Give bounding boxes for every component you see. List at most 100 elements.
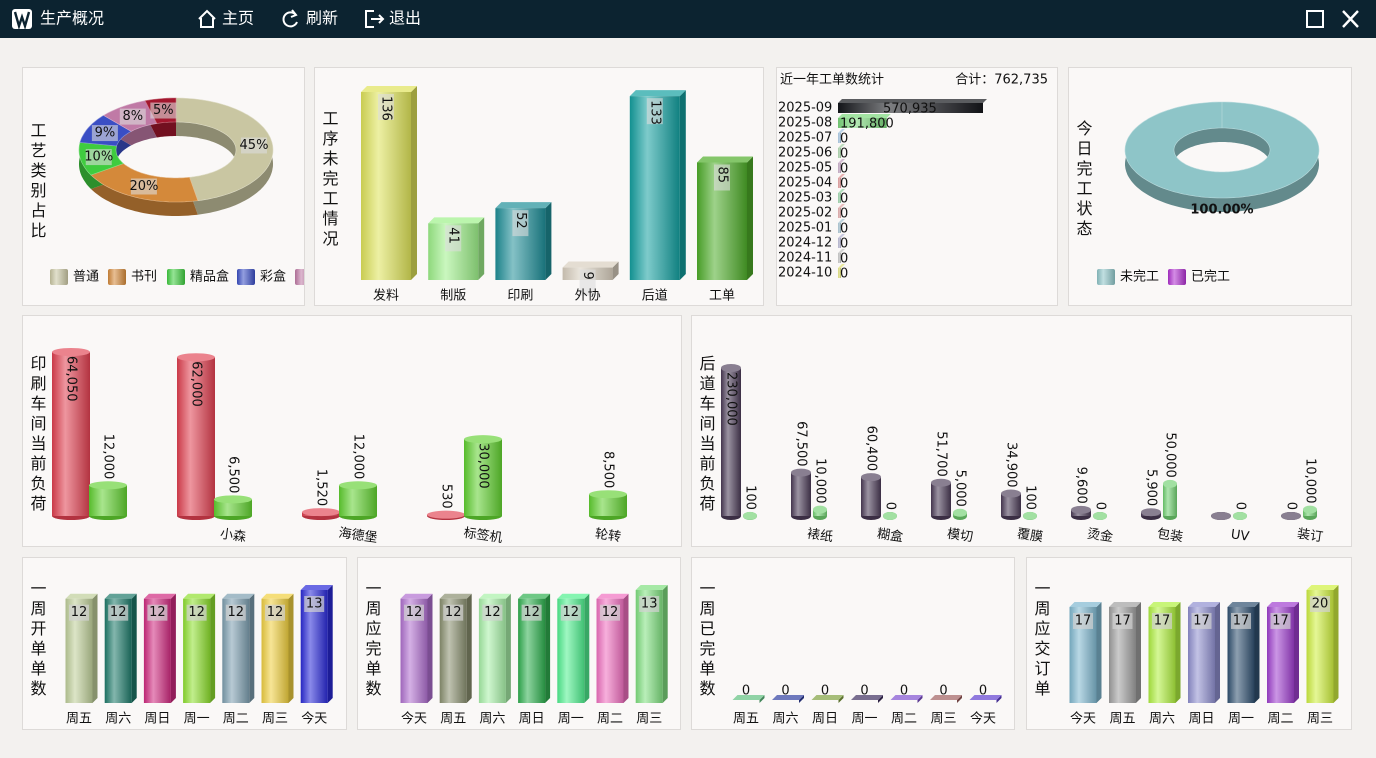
bar-top: [635, 585, 668, 590]
bar-side: [612, 261, 619, 280]
label-box: [512, 210, 529, 237]
legend-swatch: [295, 269, 304, 285]
category-label: 小森: [219, 527, 247, 545]
value-label: 0: [1284, 502, 1299, 510]
category-label: 周二: [1267, 712, 1293, 727]
bar-top: [1211, 512, 1231, 520]
label-box: [240, 137, 267, 154]
legend-swatch: [167, 269, 185, 285]
bar-top: [838, 219, 845, 223]
category-label: 周五: [440, 712, 466, 727]
bar: [52, 352, 90, 516]
bar: [1001, 493, 1021, 516]
value-label: 17: [1154, 613, 1171, 628]
category-label: 2025-08: [778, 116, 832, 131]
label-box: [108, 604, 129, 621]
label-box: [119, 108, 146, 125]
chart-title: 一周应交订单: [1032, 580, 1051, 700]
bar: [464, 439, 502, 516]
value-label: 530: [439, 484, 454, 509]
bar-top: [838, 264, 845, 268]
bar-top: [596, 593, 629, 599]
bar-top: [838, 174, 845, 178]
category-label: 2024-12: [778, 236, 832, 251]
category-label: 2025-03: [778, 191, 832, 206]
bar-top: [890, 695, 923, 700]
label-box: [1073, 612, 1093, 629]
value-label: 20: [1312, 597, 1329, 612]
value-label: 60,400: [864, 426, 879, 472]
bar-top: [1267, 601, 1299, 607]
label-box: [130, 178, 157, 195]
bar-top: [1109, 601, 1141, 607]
value-label: 20%: [129, 179, 158, 194]
bar-top: [791, 468, 811, 477]
value-label: 30,000: [476, 443, 491, 489]
chart: 一周开单单数 12 周五 12 周六 12 周日 12 周一 12 周二 12 周三 13 今天: [28, 580, 333, 727]
bar: [721, 368, 741, 516]
category-label: 今天: [970, 711, 996, 727]
label-box: [1270, 612, 1291, 629]
bar-top: [143, 593, 176, 599]
bar-top: [1281, 512, 1301, 520]
home-button[interactable]: 主页: [198, 9, 254, 28]
bar: [339, 485, 377, 516]
bar-top: [495, 202, 552, 209]
value-label: 12: [445, 605, 462, 620]
refresh-button[interactable]: 刷新: [282, 9, 338, 28]
chart-title: 一周应完单数: [363, 580, 382, 700]
bar-top: [222, 593, 255, 599]
bar-side: [170, 593, 176, 703]
category-label: 糊盒: [876, 526, 904, 545]
value-label: 12: [267, 605, 284, 620]
bar-side: [288, 593, 294, 703]
bar-top: [813, 505, 827, 514]
bar: [838, 148, 841, 158]
category-label: 周一: [851, 712, 877, 727]
legend-swatch: [50, 269, 68, 285]
bar-side: [957, 695, 962, 703]
bar-top: [861, 473, 881, 482]
category-label: 周三: [636, 712, 662, 727]
bar-top: [1001, 489, 1021, 498]
label-box: [714, 164, 730, 191]
bar-side: [1136, 601, 1141, 703]
bar: [931, 482, 951, 516]
bar-side: [679, 90, 686, 280]
value-label: 0: [840, 267, 848, 282]
value-label: 12: [149, 605, 166, 620]
category-label: 2025-04: [778, 176, 832, 191]
category-label: 后道: [642, 289, 668, 304]
maximize-button[interactable]: [1306, 10, 1324, 28]
category-label: 2025-02: [778, 206, 832, 221]
bar-top: [177, 353, 215, 362]
category-label: 覆膜: [1016, 527, 1044, 545]
value-label: 12: [602, 605, 619, 620]
close-button[interactable]: [1342, 10, 1359, 28]
value-label: 62,000: [189, 361, 204, 407]
bar-side: [799, 695, 804, 703]
value-label: 10%: [84, 150, 113, 165]
bar-top: [214, 495, 252, 504]
value-label: 17: [1272, 613, 1289, 628]
bar-side: [1294, 601, 1299, 703]
bar: [177, 357, 215, 516]
legend-swatch: [237, 269, 255, 285]
value-label: 85: [715, 167, 730, 184]
bar-top: [518, 593, 551, 599]
label-box: [150, 102, 177, 119]
value-label: 12,000: [101, 434, 116, 480]
bar-top: [478, 593, 511, 599]
value-label: 12: [228, 605, 245, 620]
bar-top: [1093, 512, 1107, 520]
bar-top: [439, 593, 472, 599]
exit-button[interactable]: 退出: [365, 9, 421, 28]
chart: 工艺类别占比 45% 20% 10% 9% 8% 5% 普通 书刊 精品盒 彩盒: [28, 97, 304, 285]
value-label: 230,000: [724, 372, 739, 426]
bar-side: [1333, 585, 1339, 703]
label-box: [378, 94, 394, 120]
value-label: 100.00%: [1190, 203, 1253, 218]
value-label: 13: [641, 597, 658, 612]
category-label: 周六: [1149, 712, 1175, 727]
